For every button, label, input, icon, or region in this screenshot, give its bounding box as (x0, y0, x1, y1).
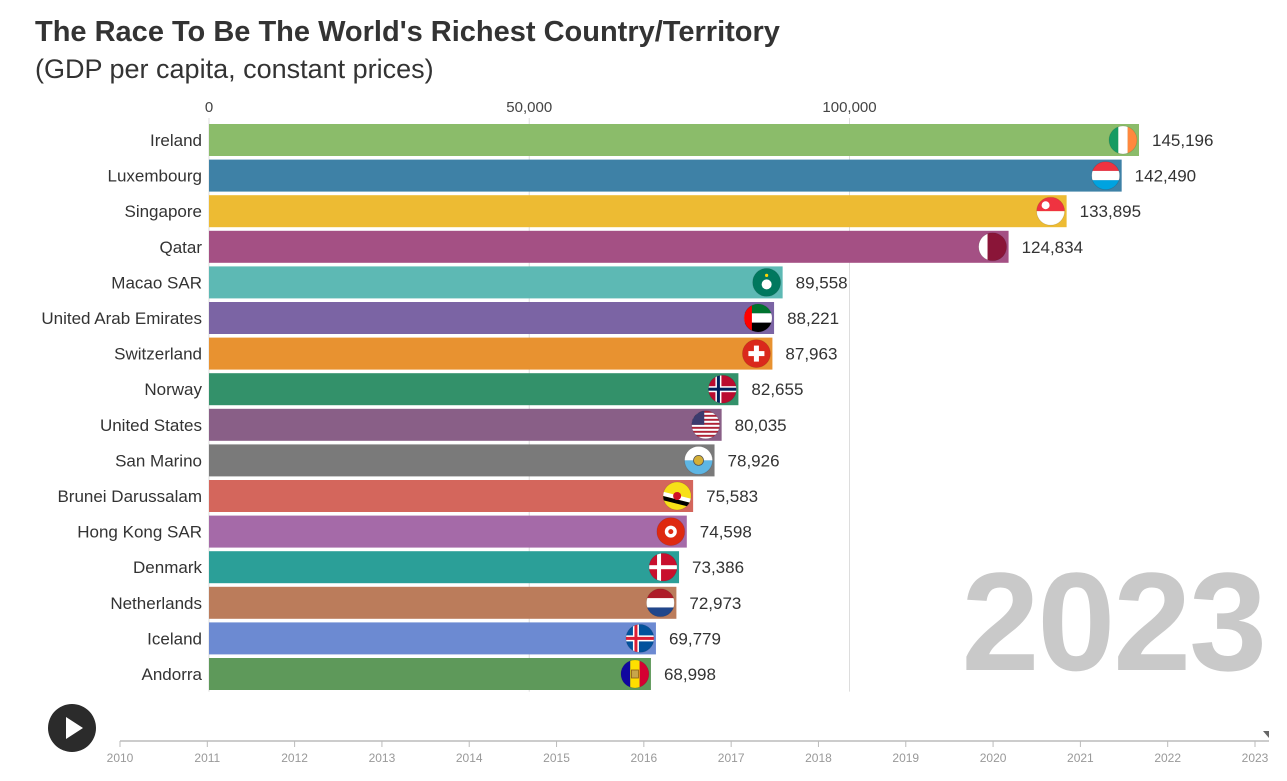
x-tick-label: 50,000 (506, 99, 552, 116)
value-label: 69,779 (669, 629, 721, 648)
timeline-year-label[interactable]: 2010 (107, 751, 134, 765)
x-tick-label: 100,000 (822, 99, 876, 116)
switzerland-flag-icon (742, 339, 771, 369)
value-label: 68,998 (664, 665, 716, 684)
bar (209, 586, 677, 619)
san-marino-flag-icon (684, 445, 713, 475)
timeline-year-label[interactable]: 2013 (369, 751, 396, 765)
category-label: Hong Kong SAR (77, 523, 202, 542)
category-label: Denmark (133, 558, 202, 577)
value-label: 80,035 (735, 416, 787, 435)
chart-title: The Race To Be The World's Richest Count… (35, 16, 780, 48)
category-label: Luxembourg (107, 167, 202, 186)
bar (209, 159, 1122, 192)
uae-flag-icon (743, 303, 773, 333)
value-label: 89,558 (796, 273, 848, 292)
play-button[interactable] (48, 704, 96, 752)
timeline-year-label[interactable]: 2022 (1154, 751, 1181, 765)
timeline-year-label[interactable]: 2023 (1242, 751, 1269, 765)
bar (209, 551, 680, 584)
brunei-flag-icon (662, 481, 692, 511)
andorra-flag-icon (620, 659, 650, 689)
timeline-year-label[interactable]: 2012 (281, 751, 308, 765)
bar (209, 266, 783, 299)
timeline-year-label[interactable]: 2019 (892, 751, 919, 765)
value-label: 124,834 (1022, 238, 1083, 257)
timeline-year-label[interactable]: 2017 (718, 751, 745, 765)
united-states-flag-icon (691, 410, 721, 440)
qatar-flag-icon (978, 232, 1007, 262)
bar (209, 408, 722, 441)
hong-kong-flag-icon (656, 517, 686, 546)
value-label: 82,655 (751, 380, 803, 399)
bar (209, 480, 694, 512)
timeline-year-label[interactable]: 2011 (194, 751, 220, 765)
ireland-flag-icon (1108, 125, 1138, 155)
bar (209, 337, 773, 370)
chart-subtitle: (GDP per capita, constant prices) (35, 54, 434, 84)
category-label: Norway (144, 380, 202, 399)
value-label: 73,386 (692, 558, 744, 577)
iceland-flag-icon (625, 624, 655, 653)
category-label: San Marino (115, 451, 202, 470)
bar (209, 195, 1067, 228)
category-label: Andorra (142, 665, 203, 684)
timeline-handle[interactable] (1263, 731, 1269, 738)
bar (209, 622, 656, 655)
singapore-flag-icon (1036, 196, 1066, 226)
category-label: Iceland (147, 629, 202, 648)
value-label: 88,221 (787, 309, 839, 328)
value-label: 133,895 (1080, 202, 1141, 221)
category-label: United States (100, 416, 202, 435)
value-label: 87,963 (785, 345, 837, 364)
category-label: Brunei Darussalam (57, 487, 202, 506)
bar (209, 302, 775, 334)
timeline-year-label[interactable]: 2015 (543, 751, 570, 765)
bar (209, 124, 1139, 156)
category-label: Ireland (150, 131, 202, 150)
luxembourg-flag-icon (1091, 161, 1121, 191)
netherlands-flag-icon (646, 588, 675, 618)
timeline-year-label[interactable]: 2016 (630, 751, 657, 765)
category-label: United Arab Emirates (41, 309, 202, 328)
timeline-year-label[interactable]: 2018 (805, 751, 832, 765)
category-label: Qatar (159, 238, 202, 257)
value-label: 72,973 (689, 594, 741, 613)
bar (209, 230, 1009, 263)
value-label: 74,598 (700, 523, 752, 542)
bar-chart: 0 50,000 100,000 Ireland 145,196 Luxembourg 14… (41, 99, 1213, 692)
category-label: Macao SAR (111, 273, 202, 292)
category-label: Switzerland (114, 345, 202, 364)
timeline-year-label[interactable]: 2021 (1067, 751, 1094, 765)
category-label: Singapore (124, 202, 202, 221)
macao-flag-icon (752, 267, 782, 297)
norway-flag-icon (708, 374, 737, 404)
timeline-year-label[interactable]: 2014 (456, 751, 483, 765)
denmark-flag-icon (648, 552, 678, 582)
bar (209, 373, 739, 406)
category-label: Netherlands (110, 594, 202, 613)
play-icon (66, 717, 83, 739)
bar (209, 658, 651, 690)
current-year-label: 2023 (961, 543, 1267, 700)
bar (209, 444, 715, 477)
value-label: 145,196 (1152, 131, 1213, 150)
value-label: 78,926 (728, 451, 780, 470)
timeline-year-label[interactable]: 2020 (980, 751, 1007, 765)
x-tick-label: 0 (205, 99, 213, 116)
value-label: 142,490 (1135, 167, 1196, 186)
bar (209, 515, 687, 548)
value-label: 75,583 (706, 487, 758, 506)
